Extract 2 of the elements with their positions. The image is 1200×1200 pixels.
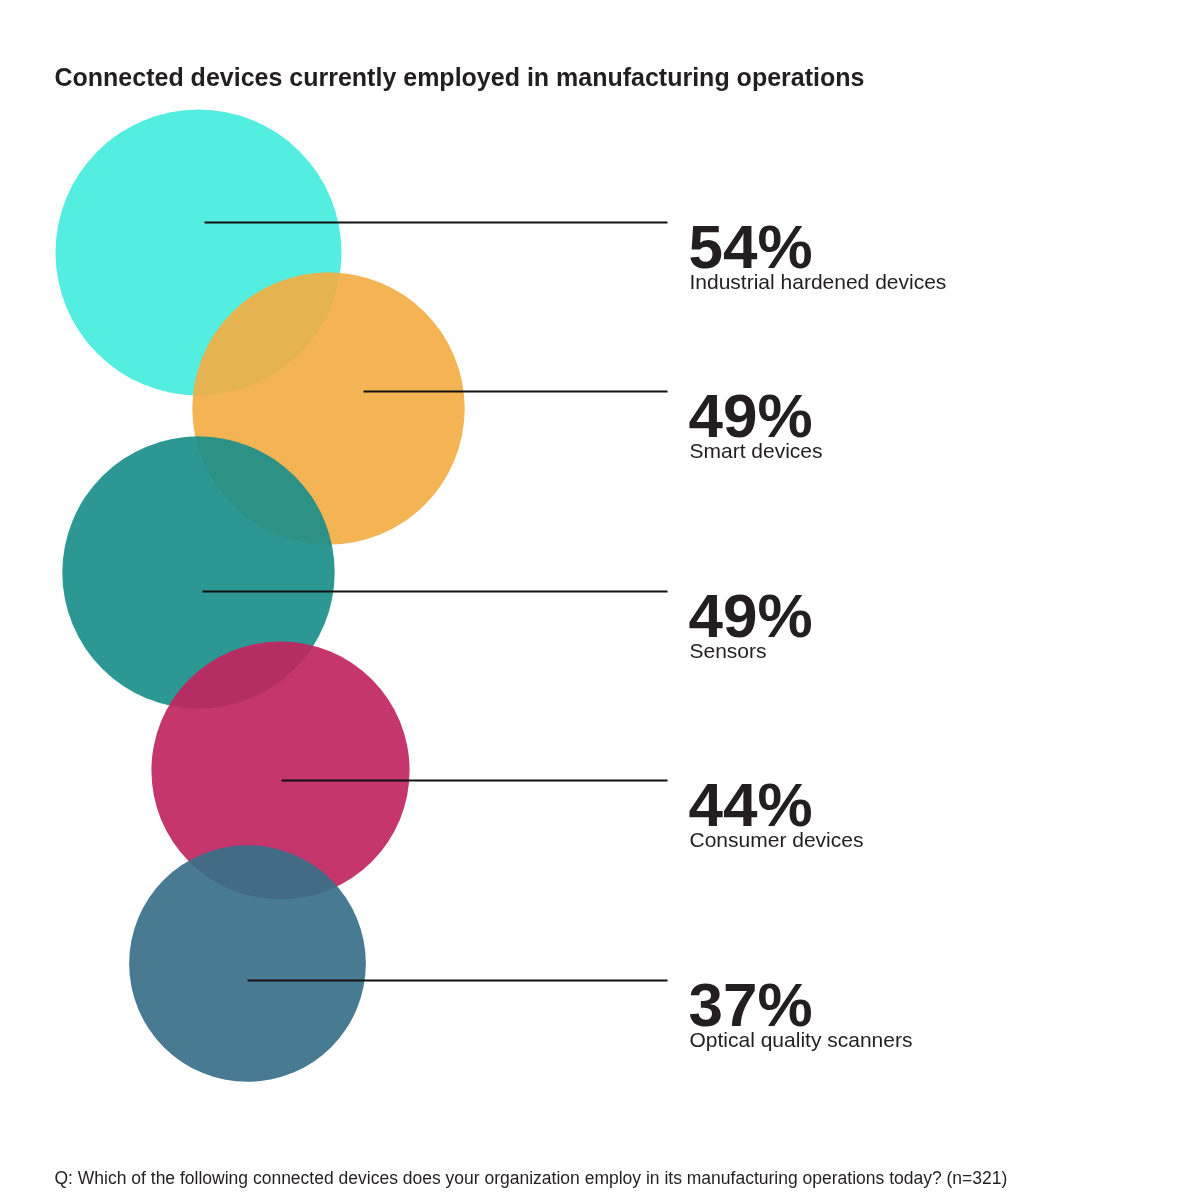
text: Q: Which of the following connected devices does your organization employ in its manufacturing operations today? (n=321): [54, 1167, 1008, 1188]
text: Connected devices currently employed in manufacturing operations: [54, 62, 865, 91]
